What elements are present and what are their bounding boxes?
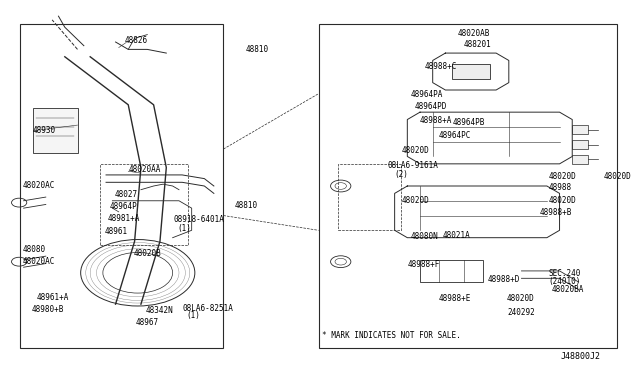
Text: 48020D: 48020D: [548, 172, 576, 181]
Text: 48021A: 48021A: [442, 231, 470, 240]
Text: 48964P: 48964P: [109, 202, 137, 211]
Text: (1): (1): [178, 224, 191, 233]
Text: (2): (2): [394, 170, 408, 179]
Text: 48988: 48988: [548, 183, 572, 192]
Text: 48027: 48027: [115, 190, 138, 199]
Text: 48964PC: 48964PC: [439, 131, 472, 140]
Text: 48080: 48080: [22, 245, 45, 254]
Text: 488201: 488201: [463, 41, 491, 49]
Bar: [572, 140, 588, 149]
Text: 48810: 48810: [246, 45, 269, 54]
Text: 48930: 48930: [33, 126, 56, 135]
Text: 48964PA: 48964PA: [410, 90, 443, 99]
Text: 48020D: 48020D: [402, 147, 429, 155]
Text: 48020AC: 48020AC: [22, 257, 54, 266]
Text: 48020BA: 48020BA: [552, 285, 584, 294]
Bar: [20, 23, 223, 349]
Text: 48988+B: 48988+B: [540, 208, 572, 217]
Text: 08918-6401A: 08918-6401A: [174, 215, 225, 224]
Text: 48988+D: 48988+D: [487, 275, 520, 283]
Text: 48961+A: 48961+A: [36, 293, 68, 302]
Text: 08LA6-9161A: 08LA6-9161A: [388, 161, 438, 170]
Text: 08LA6-8251A: 08LA6-8251A: [182, 304, 233, 313]
Text: 48342N: 48342N: [146, 306, 173, 315]
FancyBboxPatch shape: [33, 109, 77, 153]
Text: 240292: 240292: [508, 308, 535, 317]
Text: 48020AB: 48020AB: [458, 29, 490, 38]
Text: 48020AC: 48020AC: [22, 182, 54, 190]
Text: (1): (1): [186, 311, 200, 320]
Text: 48961: 48961: [105, 227, 128, 235]
Text: 48988+C: 48988+C: [425, 62, 458, 71]
Text: 48988+F: 48988+F: [407, 260, 440, 269]
Bar: [319, 23, 616, 349]
Text: 48810: 48810: [235, 201, 258, 210]
Text: 48988+E: 48988+E: [439, 295, 472, 304]
Text: 48967: 48967: [136, 318, 159, 327]
Text: 48826: 48826: [125, 36, 148, 45]
Text: 48020D: 48020D: [507, 294, 534, 303]
Text: J48800J2: J48800J2: [561, 352, 601, 361]
Text: (24010): (24010): [548, 277, 580, 286]
Text: * MARK INDICATES NOT FOR SALE.: * MARK INDICATES NOT FOR SALE.: [322, 331, 460, 340]
Bar: [572, 125, 588, 134]
Text: 48020D: 48020D: [548, 196, 576, 205]
Text: 48980+B: 48980+B: [32, 305, 64, 314]
Text: 48020B: 48020B: [133, 249, 161, 258]
Text: 48020D: 48020D: [402, 196, 429, 205]
Text: 48964PD: 48964PD: [414, 103, 447, 112]
Bar: [572, 155, 588, 164]
FancyBboxPatch shape: [452, 64, 490, 79]
Text: 48981+A: 48981+A: [108, 214, 140, 223]
Bar: [100, 164, 189, 245]
Text: 48988+A: 48988+A: [420, 116, 452, 125]
Text: 48964PB: 48964PB: [453, 118, 485, 127]
Text: 48020AA: 48020AA: [128, 165, 161, 174]
Text: 48080N: 48080N: [410, 232, 438, 241]
Text: SEC.240: SEC.240: [548, 269, 580, 278]
Text: 48020D: 48020D: [604, 172, 632, 181]
